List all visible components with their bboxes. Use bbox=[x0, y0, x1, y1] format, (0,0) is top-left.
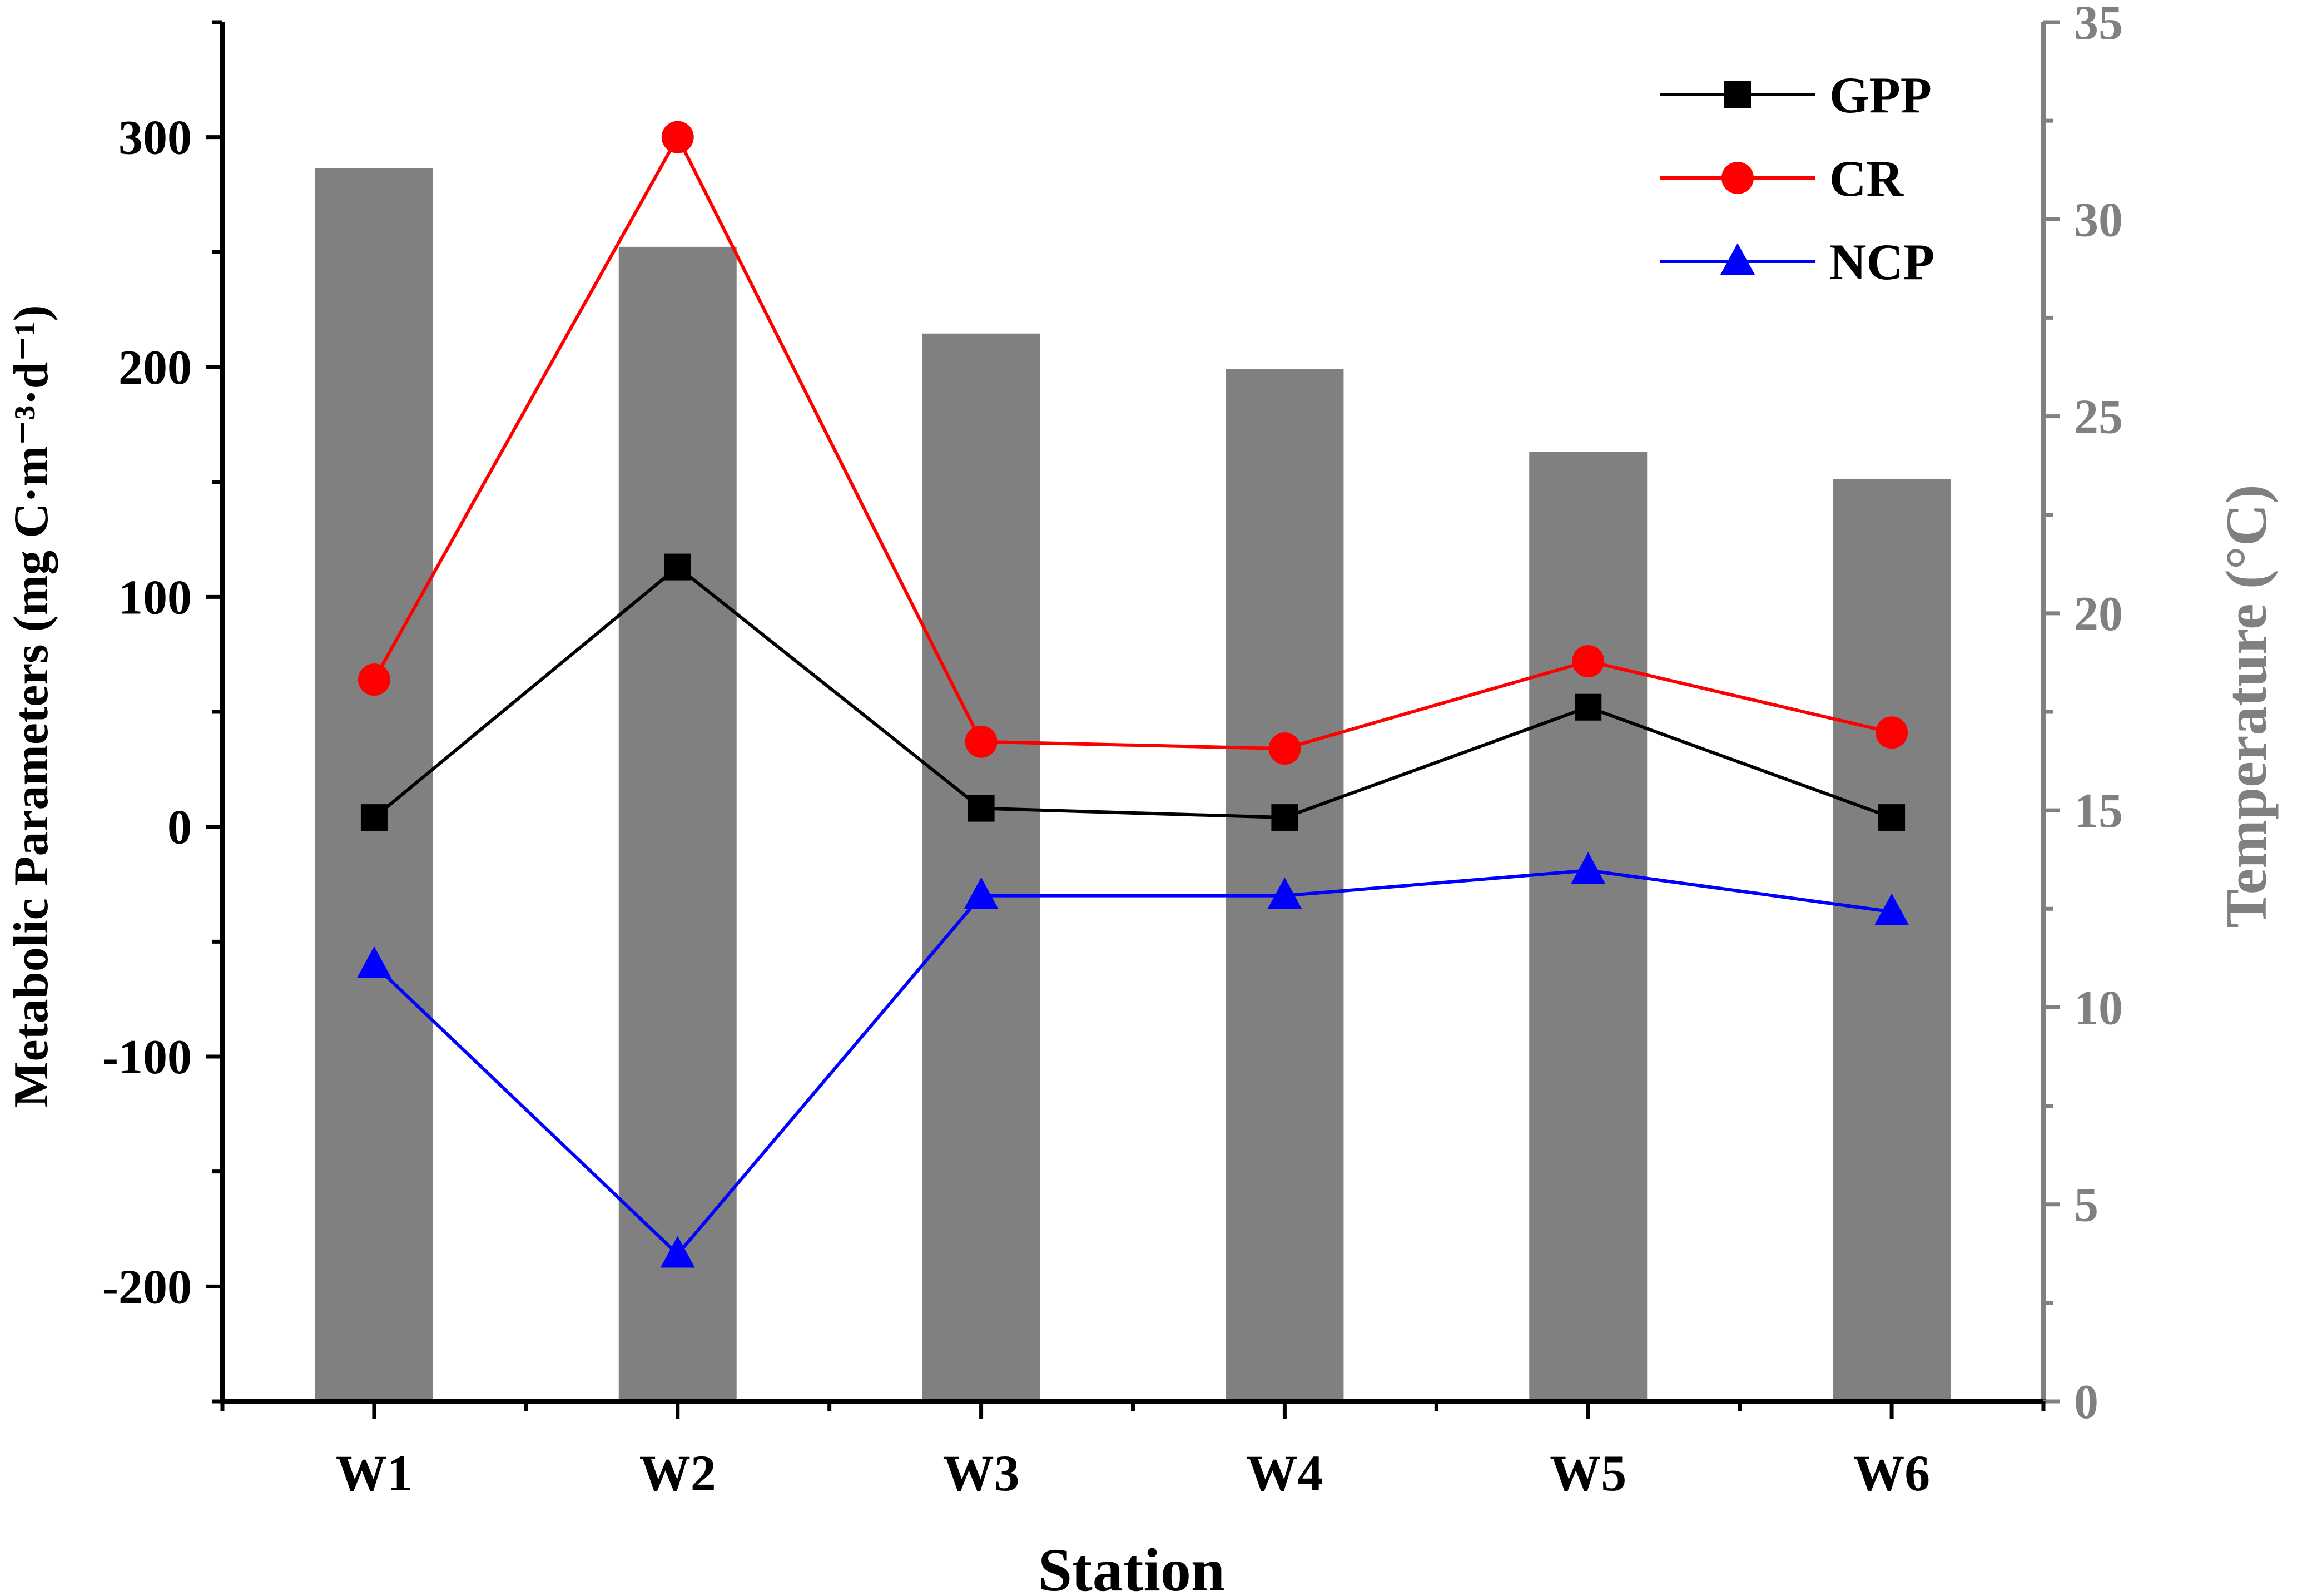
series-lines bbox=[373, 133, 1893, 1257]
x-tick-label-w2: W2 bbox=[639, 1445, 716, 1501]
right-y-axis-title: Temperature (°C) bbox=[2214, 484, 2279, 928]
left-tick-label: -100 bbox=[102, 1030, 192, 1084]
gpp-point-w1 bbox=[360, 804, 388, 831]
right-tick-label: 15 bbox=[2074, 784, 2123, 838]
left-tick-label: 100 bbox=[118, 571, 192, 624]
right-tick-label: 30 bbox=[2074, 193, 2123, 247]
axis-ticks: -200 -100 0 100 200 300 0 5 10 15 20 25 30 35 W1 W2 W3 W4… bbox=[102, 0, 2123, 1501]
temperature-bar-w6 bbox=[1833, 479, 1951, 1401]
ncp-point-w3 bbox=[964, 877, 999, 909]
temperature-bar-w3 bbox=[922, 333, 1040, 1401]
gpp-point-w5 bbox=[1575, 693, 1602, 721]
ncp-line bbox=[373, 869, 1892, 1257]
cr-point-w5 bbox=[1572, 645, 1605, 678]
gpp-line bbox=[373, 564, 1893, 820]
legend-gpp-marker bbox=[1724, 81, 1751, 108]
legend-cr-marker bbox=[1721, 162, 1754, 194]
legend-ncp-label: NCP bbox=[1829, 234, 1934, 290]
cr-point-w3 bbox=[965, 725, 998, 758]
legend-cr-label: CR bbox=[1829, 150, 1904, 207]
left-tick-label: 300 bbox=[118, 111, 192, 165]
x-tick-label-w1: W1 bbox=[336, 1445, 413, 1501]
gpp-point-w6 bbox=[1878, 804, 1906, 831]
gpp-point-w2 bbox=[664, 553, 691, 581]
x-axis-title: Station bbox=[1038, 1536, 1225, 1596]
left-tick-label: -200 bbox=[102, 1260, 192, 1314]
ncp-point-w1 bbox=[356, 946, 391, 978]
right-tick-label: 35 bbox=[2074, 0, 2123, 50]
right-tick-label: 5 bbox=[2074, 1178, 2098, 1232]
temperature-bars bbox=[315, 168, 1951, 1402]
cr-point-w1 bbox=[358, 663, 390, 696]
right-tick-label: 10 bbox=[2074, 981, 2123, 1035]
ncp-point-w2 bbox=[660, 1236, 695, 1268]
x-tick-label-w5: W5 bbox=[1550, 1445, 1626, 1501]
temperature-bar-w5 bbox=[1529, 452, 1648, 1402]
left-tick-label: 200 bbox=[118, 341, 192, 395]
axes bbox=[220, 22, 2046, 1404]
gpp-point-w3 bbox=[968, 795, 995, 822]
right-tick-label: 25 bbox=[2074, 390, 2123, 444]
cr-line bbox=[373, 133, 1892, 751]
x-tick-label-w6: W6 bbox=[1853, 1445, 1930, 1501]
ncp-point-w4 bbox=[1267, 877, 1302, 909]
legend-gpp-label: GPP bbox=[1829, 67, 1932, 123]
gpp-point-w4 bbox=[1271, 804, 1298, 831]
cr-point-w4 bbox=[1268, 732, 1301, 765]
cr-point-w6 bbox=[1876, 716, 1908, 749]
legend: GPP CR NCP bbox=[1660, 67, 1934, 290]
left-tick-label: 0 bbox=[167, 801, 192, 855]
legend-ncp-marker bbox=[1720, 243, 1755, 275]
right-tick-label: 0 bbox=[2074, 1375, 2098, 1429]
temperature-bar-w2 bbox=[618, 246, 737, 1401]
series-markers bbox=[356, 121, 1909, 1268]
cr-point-w2 bbox=[661, 121, 694, 153]
right-tick-label: 20 bbox=[2074, 587, 2123, 641]
left-y-axis-title: Metabolic Parameters (mg C·m⁻³·d⁻¹) bbox=[4, 305, 58, 1107]
x-tick-label-w4: W4 bbox=[1246, 1445, 1323, 1501]
ncp-point-w6 bbox=[1874, 893, 1909, 925]
x-tick-label-w3: W3 bbox=[943, 1445, 1020, 1501]
ncp-point-w5 bbox=[1571, 852, 1606, 884]
